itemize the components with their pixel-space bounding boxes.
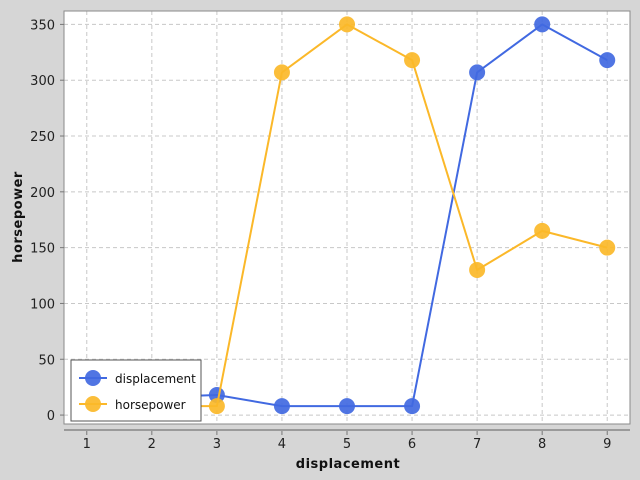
data-point-displacement xyxy=(599,52,616,69)
legend-item-displacement: displacement xyxy=(79,370,196,386)
x-tick-label: 5 xyxy=(343,437,351,452)
x-axis-band xyxy=(64,429,630,431)
y-tick-label: 350 xyxy=(30,18,55,33)
plot-border xyxy=(63,10,631,425)
y-tick-label: 150 xyxy=(30,242,55,257)
legend: displacement horsepower xyxy=(70,359,202,422)
y-tick-label: 100 xyxy=(30,297,55,312)
y-axis-title: horsepower xyxy=(11,171,26,263)
y-tick-label: 0 xyxy=(47,409,55,424)
data-point-displacement xyxy=(339,398,355,415)
data-point-horsepower xyxy=(469,261,486,278)
series-line-displacement xyxy=(151,23,608,408)
legend-swatch-marker-horsepower xyxy=(85,396,101,412)
grid xyxy=(64,11,630,424)
legend-label-horsepower: horsepower xyxy=(115,398,186,412)
y-tick-label: 50 xyxy=(38,353,55,368)
x-tick-label: 3 xyxy=(213,437,221,452)
legend-label-displacement: displacement xyxy=(115,372,196,386)
data-point-horsepower xyxy=(599,239,616,256)
x-tick-label: 6 xyxy=(408,437,416,452)
x-tick-label: 4 xyxy=(278,437,286,452)
y-axis-ticks: 0 50 100 150 200 250 300 350 xyxy=(30,18,64,424)
x-tick-label: 1 xyxy=(83,437,91,452)
axes xyxy=(63,10,631,431)
data-point-horsepower xyxy=(534,222,551,239)
y-tick-label: 250 xyxy=(30,130,55,145)
legend-item-horsepower: horsepower xyxy=(79,396,186,412)
data-point-displacement xyxy=(208,386,225,403)
data-point-horsepower xyxy=(339,16,355,33)
data-point-horsepower xyxy=(208,398,225,415)
legend-swatch-marker-displacement xyxy=(85,370,101,386)
data-point-displacement xyxy=(404,398,421,415)
data-point-displacement xyxy=(534,16,551,33)
data-point-horsepower xyxy=(404,52,421,69)
x-tick-label: 9 xyxy=(603,437,611,452)
x-tick-label: 8 xyxy=(538,437,546,452)
data-point-horsepower xyxy=(273,64,290,81)
y-tick-label: 200 xyxy=(30,186,55,201)
series-horsepower xyxy=(143,16,616,415)
data-point-displacement xyxy=(469,64,486,81)
y-tick-label: 300 xyxy=(30,74,55,89)
x-axis-ticks: 1 2 3 4 5 6 7 8 9 xyxy=(83,431,611,452)
x-axis-title: displacement xyxy=(296,457,400,472)
series-line-horsepower xyxy=(151,23,608,408)
data-point-displacement xyxy=(273,398,290,415)
x-tick-label: 7 xyxy=(473,437,481,452)
x-tick-label: 2 xyxy=(148,437,156,452)
